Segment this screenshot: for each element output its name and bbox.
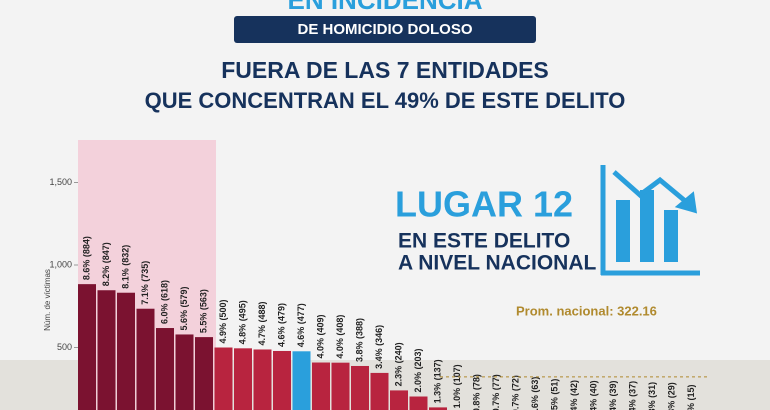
data-label: 3.4% (346)	[374, 325, 384, 369]
data-label: 0.7% (72)	[510, 375, 520, 410]
data-label: 0.7% (77)	[491, 374, 501, 410]
data-label: 1.3% (137)	[432, 359, 442, 403]
bar	[273, 350, 291, 410]
data-label: 8.6% (884)	[81, 236, 91, 280]
data-label: 2.0% (203)	[413, 348, 423, 392]
data-label: 0.4% (39)	[608, 381, 618, 410]
data-label: 4.6% (479)	[276, 303, 286, 347]
headline: FUERA DE LAS 7 ENTIDADES	[221, 57, 549, 83]
data-label: 0.6% (63)	[530, 377, 540, 410]
header-top: EN INCIDENCIA	[287, 0, 482, 15]
bar	[312, 362, 330, 410]
data-label: 0.4% (42)	[569, 380, 579, 410]
data-label: 4.9% (500)	[218, 299, 228, 343]
bar	[195, 337, 213, 410]
callout-title: LUGAR 12	[395, 184, 573, 225]
data-label: 0.1% (15)	[686, 384, 696, 410]
y-tick-label: 1,000	[49, 259, 72, 269]
data-label: 0.3% (31)	[647, 382, 657, 410]
bar	[331, 362, 350, 410]
data-label: 5.6% (579)	[179, 286, 189, 330]
callout-text: A NIVEL NACIONAL	[398, 252, 597, 275]
bar	[117, 292, 135, 410]
data-label: 2.3% (240)	[393, 342, 403, 386]
bar	[292, 351, 311, 410]
icon	[600, 165, 700, 276]
data-label: 0.4% (37)	[627, 381, 637, 410]
average-label: Prom. nacional: 322.16	[516, 303, 657, 318]
headline: QUE CONCENTRAN EL 49% DE ESTE DELITO	[145, 88, 626, 113]
bar	[234, 348, 252, 410]
bar	[370, 372, 389, 410]
y-tick-label: 1,500	[49, 177, 72, 187]
badge	[234, 16, 536, 43]
data-label: 4.0% (409)	[315, 314, 325, 358]
data-label: 1.0% (107)	[452, 364, 462, 408]
data-label: 7.1% (735)	[140, 261, 150, 305]
data-label: 6.0% (618)	[159, 280, 169, 324]
data-label: 8.2% (847)	[101, 242, 111, 286]
data-label: 3.8% (388)	[354, 318, 364, 362]
data-label: 4.0% (408)	[335, 315, 345, 359]
bar	[214, 347, 233, 410]
data-label: 0.5% (51)	[549, 379, 559, 410]
bar	[351, 365, 369, 410]
callout-text: EN ESTE DELITO	[398, 230, 570, 253]
data-label: 0.4% (40)	[588, 380, 598, 410]
bar	[97, 290, 116, 410]
bar	[253, 349, 272, 410]
y-axis-label: Núm. de víctimas	[43, 269, 52, 331]
bar	[156, 328, 174, 410]
data-label: 0.3% (29)	[666, 382, 676, 410]
data-label: 4.8% (495)	[237, 300, 247, 344]
data-label: 0.8% (78)	[471, 374, 481, 410]
bar	[390, 390, 408, 410]
data-label: 4.7% (488)	[257, 301, 267, 345]
bar	[78, 284, 96, 410]
bar	[429, 407, 447, 410]
badge-text: DE HOMICIDIO DOLOSO	[297, 21, 472, 38]
data-label: 4.6% (477)	[296, 303, 306, 347]
bar	[136, 308, 155, 410]
y-tick-label: 500	[57, 342, 72, 352]
data-label: 8.1% (832)	[120, 245, 130, 289]
data-label: 5.5% (563)	[198, 289, 208, 333]
bar	[409, 396, 428, 410]
bar	[175, 334, 194, 410]
